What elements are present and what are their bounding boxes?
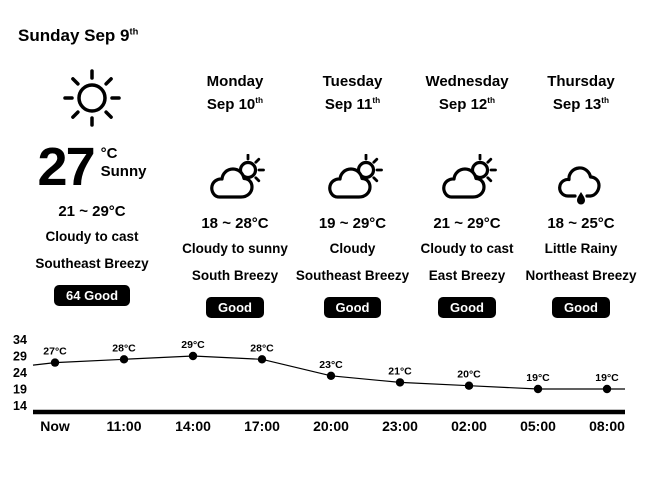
svg-text:08:00: 08:00: [589, 418, 625, 434]
svg-text:34: 34: [13, 333, 27, 347]
day-date: Sep 12th: [438, 96, 496, 113]
svg-text:17:00: 17:00: [244, 418, 280, 434]
svg-text:Now: Now: [40, 418, 70, 434]
sky-condition: Cloudy to sunny: [182, 240, 288, 256]
sky-condition: Little Rainy: [544, 240, 618, 256]
svg-text:29: 29: [13, 350, 27, 364]
temperature-range: 18 ~ 25°C: [547, 214, 615, 232]
svg-text:19°C: 19°C: [595, 372, 619, 384]
svg-text:19: 19: [13, 383, 27, 397]
current-date-label: Sunday Sep 9: [18, 26, 130, 45]
temperature-range: 19 ~ 29°C: [318, 214, 387, 232]
air-quality-badge: Good: [552, 296, 610, 318]
day-header: Tuesday Sep 11th: [294, 60, 411, 148]
aqi-value: 64: [65, 287, 81, 303]
air-quality-badge: 64 Good: [53, 284, 131, 306]
day-column-monday[interactable]: Monday Sep 10th 18 ~ 28°C Cloudy to sunn…: [176, 60, 294, 324]
day-name: Thursday: [547, 73, 615, 90]
day-name: Monday: [206, 73, 264, 90]
partly-cloudy-icon: [210, 154, 265, 199]
current-condition-label: Sunny: [100, 163, 147, 180]
day-header: Thursday Sep 13th: [523, 60, 639, 148]
temperature-range: 21 ~ 29°C: [433, 214, 501, 232]
air-quality-badge: Good: [438, 296, 496, 318]
svg-text:02:00: 02:00: [451, 418, 487, 434]
air-quality-badge: Good: [323, 296, 382, 318]
date-ordinal-suffix: th: [129, 26, 139, 37]
svg-text:28°C: 28°C: [112, 342, 136, 354]
aqi-label: Good: [84, 287, 119, 303]
day-name: Tuesday: [322, 73, 383, 90]
day-column-tuesday[interactable]: Tuesday Sep 11th 19 ~ 29°C Cloudy Southe…: [294, 60, 411, 324]
wind-condition: Southeast Breezy: [295, 267, 410, 283]
svg-text:14: 14: [13, 399, 27, 413]
air-quality-badge: Good: [206, 296, 264, 318]
current-day-panel: 27 °C Sunny 21 ~ 29°C Cloudy to cast Sou…: [8, 60, 176, 324]
day-header: Monday Sep 10th: [176, 60, 294, 148]
forecast-grid: 27 °C Sunny 21 ~ 29°C Cloudy to cast Sou…: [8, 60, 639, 324]
day-column-thursday[interactable]: Thursday Sep 13th 18 ~ 25°C Little Rainy…: [523, 60, 639, 324]
svg-text:19°C: 19°C: [526, 372, 550, 384]
day-column-wednesday[interactable]: Wednesday Sep 12th 21 ~ 29°C Cloudy to c…: [411, 60, 523, 324]
svg-text:23:00: 23:00: [382, 418, 418, 434]
current-temperature: 27: [37, 137, 96, 197]
partly-cloudy-icon: [442, 154, 497, 199]
day-date: Sep 10th: [206, 96, 264, 113]
svg-text:20:00: 20:00: [313, 418, 349, 434]
day-header: Wednesday Sep 12th: [411, 60, 523, 148]
temperature-range: 21 ~ 29°C: [58, 202, 126, 220]
temperature-chart: 34 29 24 19 14 27°C Now 28°C 11:00 29°C 14:00 28°C 1…: [13, 333, 625, 434]
svg-text:28°C: 28°C: [250, 342, 274, 354]
svg-text:11:00: 11:00: [106, 418, 141, 434]
sky-condition: Cloudy to cast: [420, 240, 514, 256]
wind-condition: South Breezy: [191, 267, 279, 283]
svg-text:05:00: 05:00: [520, 418, 556, 434]
sky-condition: Cloudy: [329, 240, 376, 256]
svg-text:23°C: 23°C: [319, 359, 343, 371]
svg-text:21°C: 21°C: [388, 365, 412, 377]
day-name: Wednesday: [425, 73, 509, 90]
temperature-range: 18 ~ 28°C: [201, 214, 269, 232]
wind-condition: East Breezy: [428, 267, 506, 283]
day-date: Sep 11th: [324, 96, 381, 113]
partly-cloudy-icon: [327, 154, 383, 199]
day-date: Sep 13th: [552, 96, 610, 113]
rainy-icon: [558, 166, 601, 205]
wind-condition: Northeast Breezy: [525, 267, 637, 283]
svg-text:29°C: 29°C: [181, 339, 205, 351]
svg-text:27°C: 27°C: [43, 346, 67, 358]
svg-text:14:00: 14:00: [175, 418, 211, 434]
page-title: Sunday Sep 9th: [18, 26, 138, 46]
sun-icon: [63, 69, 121, 127]
wind-condition: Southeast Breezy: [35, 255, 149, 271]
temperature-unit: °C: [100, 145, 118, 162]
svg-text:24: 24: [13, 366, 27, 380]
svg-text:20°C: 20°C: [457, 369, 481, 381]
sky-condition: Cloudy to cast: [45, 228, 139, 244]
